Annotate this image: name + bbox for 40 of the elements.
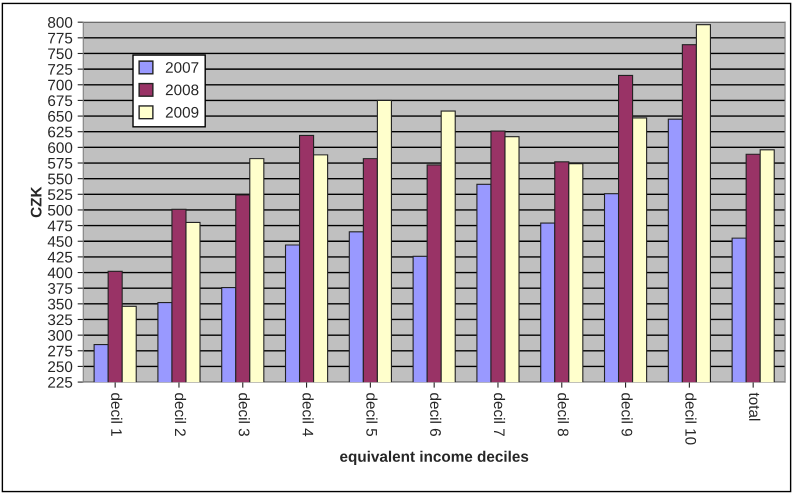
y-tick-label: 700: [48, 80, 72, 90]
y-axis-title: CZK: [30, 186, 42, 218]
legend-label: 2007: [166, 62, 198, 73]
y-tick-label: 600: [48, 142, 72, 154]
y-tick-label: 625: [48, 126, 72, 138]
y-tick-label: 500: [48, 204, 72, 216]
y-tick-label: 450: [48, 236, 72, 247]
legend-label: 2009: [166, 106, 198, 118]
x-tick-label: decil 9: [621, 393, 633, 436]
x-axis-title: equivalent income deciles: [340, 450, 528, 465]
y-tick-label: 675: [48, 95, 72, 106]
y-tick-label: 525: [48, 189, 72, 200]
x-tick-label: decil 3: [238, 393, 250, 436]
y-tick-label: 550: [48, 174, 72, 184]
y-tick-label: 400: [48, 267, 72, 278]
y-tick-label: 275: [48, 346, 72, 356]
x-tick-label: decil 7: [494, 393, 506, 436]
y-tick-label: 350: [48, 298, 72, 310]
y-tick-label: 425: [48, 252, 72, 263]
y-tick-label: 775: [48, 32, 72, 44]
y-tick-label: 800: [48, 17, 72, 28]
y-tick-label: 375: [48, 283, 72, 294]
x-tick-label: total: [749, 392, 760, 420]
y-tick-label: 300: [48, 330, 72, 341]
x-tick-label: decil 5: [366, 393, 378, 436]
y-tick-label: 725: [48, 64, 72, 75]
x-tick-label: decil 2: [174, 393, 186, 436]
y-tick-label: 475: [48, 220, 72, 232]
legend-label: 2008: [166, 84, 198, 96]
x-tick-label: decil 6: [430, 393, 442, 436]
x-tick-label: decil 4: [302, 393, 314, 436]
x-tick-label: decil 8: [558, 393, 569, 436]
x-tick-label: decil 1: [111, 393, 122, 436]
x-tick-label: decil 10: [685, 393, 696, 445]
y-tick-label: 225: [48, 376, 72, 388]
y-tick-label: 325: [48, 314, 72, 326]
y-tick-label: 250: [48, 361, 72, 372]
y-tick-label: 575: [48, 158, 72, 169]
y-tick-label: 650: [48, 110, 72, 122]
y-tick-label: 750: [48, 48, 72, 60]
